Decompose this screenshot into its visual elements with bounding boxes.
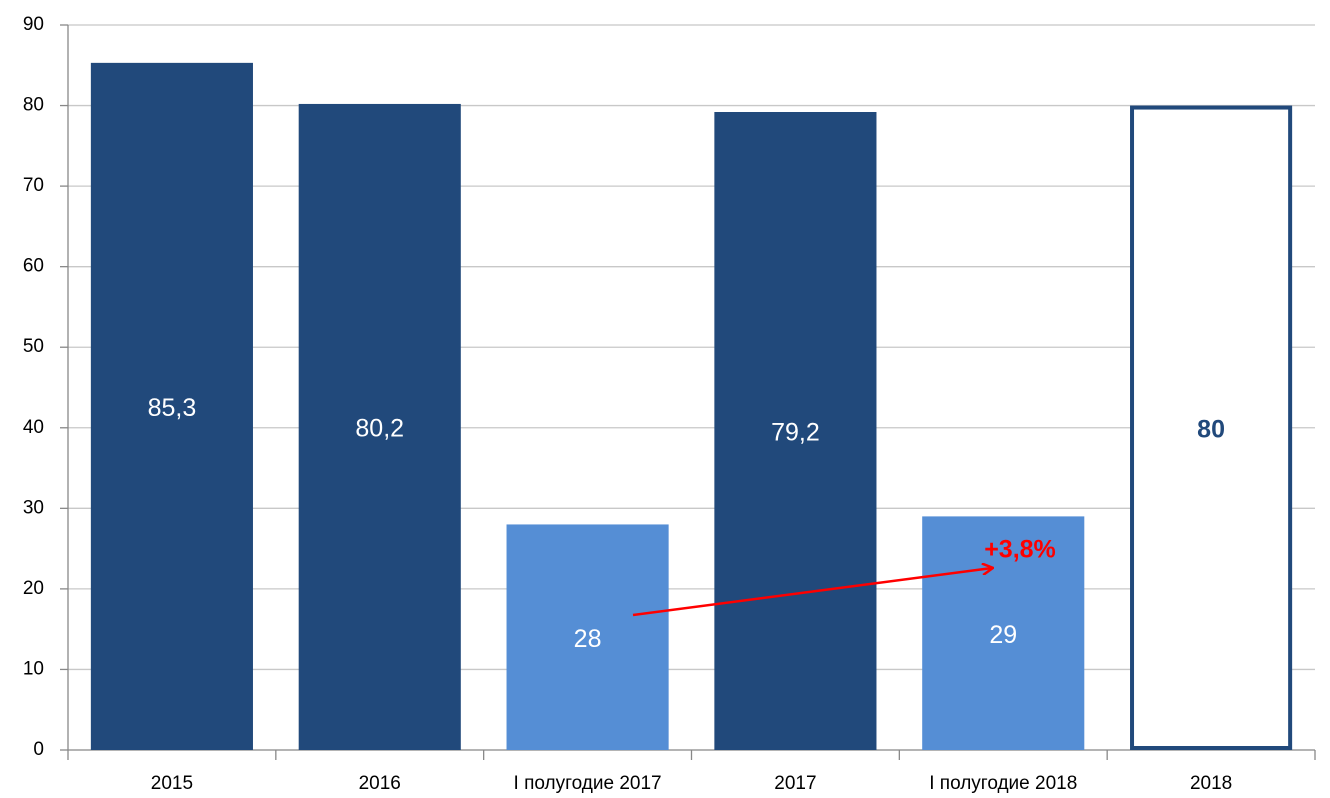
value-label: 28 <box>574 625 602 653</box>
bar <box>90 62 253 751</box>
annotation-arrow <box>632 568 992 617</box>
x-tick-label: 2016 <box>359 773 401 794</box>
y-tick-label: 90 <box>23 14 44 35</box>
y-tick-label: 50 <box>23 336 44 357</box>
x-tick-label: 2017 <box>774 773 816 794</box>
value-label: 80 <box>1197 415 1225 443</box>
y-tick-label: 30 <box>23 497 44 518</box>
y-tick-label: 20 <box>23 578 44 599</box>
x-tick-label: I полугодие 2018 <box>929 773 1077 794</box>
bar <box>1130 105 1293 751</box>
value-label: 79,2 <box>771 419 820 447</box>
bar <box>506 524 669 750</box>
y-tick-label: 70 <box>23 175 44 196</box>
bar <box>298 103 461 750</box>
x-tick-label: I полугодие 2017 <box>514 773 662 794</box>
y-tick-label: 0 <box>33 739 44 760</box>
y-tick-label: 10 <box>23 658 44 679</box>
y-tick-label: 80 <box>23 95 44 116</box>
bar <box>922 516 1085 750</box>
annotation: +3,8% <box>984 536 1056 564</box>
y-tick-label: 40 <box>23 417 44 438</box>
x-tick-label: 2018 <box>1190 773 1232 794</box>
x-tick-label: 2015 <box>151 773 193 794</box>
bar <box>714 112 877 750</box>
y-tick-label: 60 <box>23 256 44 277</box>
value-label: 85,3 <box>148 394 197 422</box>
value-label: 29 <box>989 621 1017 649</box>
value-label: 80,2 <box>355 415 404 443</box>
